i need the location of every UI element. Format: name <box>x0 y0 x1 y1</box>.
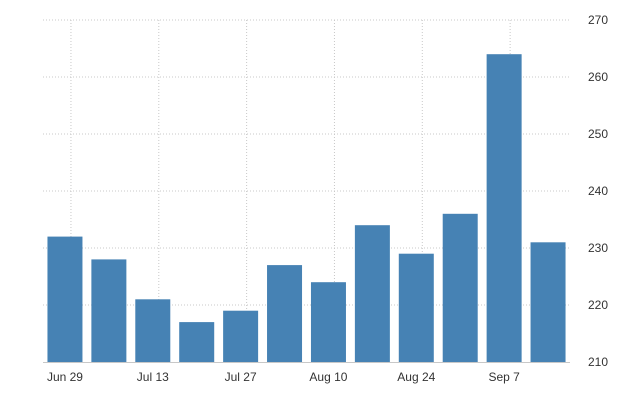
y-grid <box>43 19 570 306</box>
y-tick-label: 250 <box>588 127 608 141</box>
y-tick-label: 270 <box>588 13 608 27</box>
bar-jul-20 <box>179 322 215 362</box>
x-grid <box>70 20 511 362</box>
bar-jul-6 <box>91 259 127 362</box>
y-tick-label: 260 <box>588 70 608 84</box>
y-tick-label: 210 <box>588 355 608 369</box>
y-axis-labels: 210 220 230 240 250 260 270 <box>588 13 608 369</box>
bar-aug-24 <box>398 253 434 362</box>
x-tick-label: Jul 13 <box>137 370 169 384</box>
y-tick-label: 230 <box>588 241 608 255</box>
bar-aug-3 <box>267 265 303 362</box>
bar-sep-7 <box>486 54 522 362</box>
x-axis-labels: Jun 29 Jul 13 Jul 27 Aug 10 Aug 24 Sep 7 <box>47 370 520 384</box>
bar-jul-13 <box>135 299 171 362</box>
x-tick-label: Jul 27 <box>225 370 257 384</box>
x-tick-label: Aug 10 <box>309 370 347 384</box>
x-tick-label: Sep 7 <box>488 370 520 384</box>
y-tick-label: 220 <box>588 298 608 312</box>
x-tick-label: Aug 24 <box>397 370 435 384</box>
bar-jun-29 <box>47 236 83 362</box>
bars <box>47 54 566 362</box>
bar-jul-27 <box>223 310 259 362</box>
bar-aug-17 <box>354 225 390 362</box>
bar-sep-14 <box>530 242 566 362</box>
bar-aug-10 <box>310 282 346 362</box>
y-tick-label: 240 <box>588 184 608 198</box>
bar-aug-31 <box>442 213 478 362</box>
x-tick-label: Jun 29 <box>47 370 83 384</box>
